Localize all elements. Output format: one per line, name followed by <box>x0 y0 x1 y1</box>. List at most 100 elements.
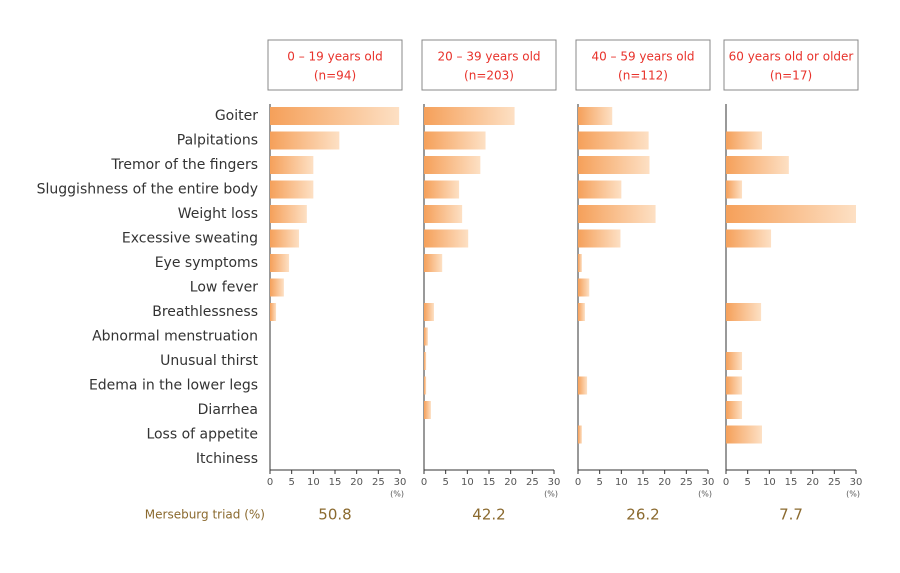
category-label: Tremor of the fingers <box>110 157 258 173</box>
x-tick-label: 10 <box>763 477 776 488</box>
panel-title: 60 years old or older <box>729 50 854 64</box>
bar <box>270 131 340 150</box>
category-label: Loss of appetite <box>146 427 258 443</box>
bar <box>726 303 762 321</box>
bar <box>270 180 314 199</box>
x-tick-label: 15 <box>329 477 342 488</box>
bar <box>578 303 585 321</box>
category-label: Weight loss <box>178 206 258 222</box>
panel-subtitle: (n=94) <box>314 69 356 83</box>
panel-header <box>723 39 859 91</box>
x-tick-label: 10 <box>307 477 320 488</box>
x-tick-label: 0 <box>575 477 581 488</box>
bar <box>726 205 856 223</box>
x-tick-label: 25 <box>828 477 841 488</box>
bar <box>424 401 431 419</box>
bar <box>270 303 277 321</box>
x-axis-unit: (%) <box>544 490 558 499</box>
triad-value: 50.8 <box>318 506 351 524</box>
panel-title: 0 – 19 years old <box>287 50 382 64</box>
panel-title: 40 – 59 years old <box>591 50 694 64</box>
bar <box>424 376 427 395</box>
bar <box>726 425 762 444</box>
category-label: Excessive sweating <box>122 231 258 247</box>
x-tick-label: 20 <box>350 477 363 488</box>
x-tick-label: 10 <box>461 477 474 488</box>
panel-header <box>267 39 403 91</box>
bar <box>424 229 469 248</box>
x-tick-label: 25 <box>372 477 385 488</box>
bar <box>726 376 743 395</box>
x-tick-label: 25 <box>680 477 693 488</box>
x-tick-label: 5 <box>442 477 448 488</box>
panel-subtitle: (n=112) <box>618 69 668 83</box>
panel-subtitle: (n=203) <box>464 69 514 83</box>
triad-value: 7.7 <box>779 506 803 524</box>
triad-value: 42.2 <box>472 506 505 524</box>
bar <box>270 156 314 174</box>
x-tick-label: 30 <box>702 477 715 488</box>
bar <box>578 205 656 223</box>
bar <box>424 303 434 321</box>
x-tick-label: 20 <box>806 477 819 488</box>
bar <box>424 107 515 125</box>
bar <box>578 229 621 248</box>
bar <box>726 401 743 419</box>
bar <box>726 180 743 199</box>
x-tick-label: 15 <box>785 477 798 488</box>
x-tick-label: 25 <box>526 477 539 488</box>
x-tick-label: 15 <box>483 477 496 488</box>
bar <box>424 254 443 272</box>
bar <box>424 352 427 370</box>
triad-label: Merseburg triad (%) <box>145 508 265 522</box>
x-tick-label: 20 <box>658 477 671 488</box>
bar <box>270 107 400 125</box>
bar <box>270 229 300 248</box>
bar <box>424 327 428 346</box>
panel-title: 20 – 39 years old <box>437 50 540 64</box>
x-axis-unit: (%) <box>698 490 712 499</box>
x-tick-label: 0 <box>267 477 273 488</box>
bar <box>578 107 613 125</box>
bar <box>726 131 762 150</box>
panel-header <box>575 39 711 91</box>
category-label: Itchiness <box>196 451 258 467</box>
category-label: Edema in the lower legs <box>89 378 258 394</box>
bar <box>578 131 649 150</box>
x-tick-label: 0 <box>723 477 729 488</box>
bar <box>270 278 284 297</box>
panel-header <box>421 39 557 91</box>
x-tick-label: 30 <box>850 477 863 488</box>
x-tick-label: 30 <box>548 477 561 488</box>
panel-subtitle: (n=17) <box>770 69 812 83</box>
bar <box>578 425 582 444</box>
bar <box>726 352 743 370</box>
bar <box>578 376 588 395</box>
bar <box>578 180 622 199</box>
category-label: Sluggishness of the entire body <box>37 182 258 198</box>
bar <box>578 156 650 174</box>
category-label: Unusual thirst <box>160 353 258 369</box>
bar <box>424 180 460 199</box>
x-tick-label: 10 <box>615 477 628 488</box>
x-tick-label: 5 <box>288 477 294 488</box>
x-axis-unit: (%) <box>846 490 860 499</box>
bar <box>270 205 307 223</box>
category-label: Palpitations <box>177 133 258 149</box>
bar <box>424 156 481 174</box>
bar <box>726 229 772 248</box>
x-tick-label: 20 <box>504 477 517 488</box>
bar <box>726 156 789 174</box>
x-tick-label: 5 <box>744 477 750 488</box>
category-label: Eye symptoms <box>155 255 258 271</box>
x-tick-label: 30 <box>394 477 407 488</box>
x-tick-label: 15 <box>637 477 650 488</box>
bar <box>424 131 486 150</box>
bar <box>424 205 463 223</box>
category-label: Diarrhea <box>198 402 258 418</box>
bar <box>578 254 582 272</box>
category-label: Goiter <box>215 108 258 124</box>
triad-value: 26.2 <box>626 506 659 524</box>
x-tick-label: 0 <box>421 477 427 488</box>
